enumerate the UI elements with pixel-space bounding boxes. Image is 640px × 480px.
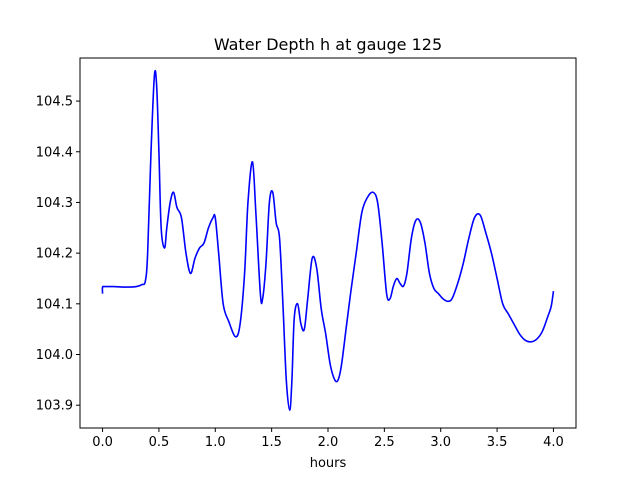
x-tick-label: 1.0 (205, 435, 226, 450)
x-tick-label: 3.0 (430, 435, 451, 450)
x-tick-label: 0.0 (92, 435, 113, 450)
x-axis: 0.0 0.5 1.0 1.5 2.0 2.5 3.0 3.5 4.0 (92, 428, 564, 450)
x-tick-label: 1.5 (261, 435, 282, 450)
x-tick-label: 2.5 (374, 435, 395, 450)
x-axis-label: hours (310, 456, 347, 471)
y-tick-label: 104.2 (36, 247, 73, 262)
x-tick-label: 3.5 (487, 435, 508, 450)
x-tick-label: 0.5 (149, 435, 170, 450)
chart-title: Water Depth h at gauge 125 (214, 35, 442, 54)
y-axis: 103.9 104.0 104.1 104.2 104.3 104.4 104.5 (36, 95, 80, 414)
y-tick-label: 104.5 (36, 95, 73, 110)
plot-frame (79, 57, 577, 429)
x-tick-label: 4.0 (543, 435, 564, 450)
x-tick-label: 2.0 (318, 435, 339, 450)
y-tick-label: 103.9 (36, 399, 73, 414)
y-tick-label: 104.3 (36, 196, 73, 211)
y-tick-label: 104.4 (36, 145, 73, 160)
y-tick-label: 104.0 (36, 348, 73, 363)
y-tick-label: 104.1 (36, 297, 73, 312)
series-line (101, 69, 555, 412)
